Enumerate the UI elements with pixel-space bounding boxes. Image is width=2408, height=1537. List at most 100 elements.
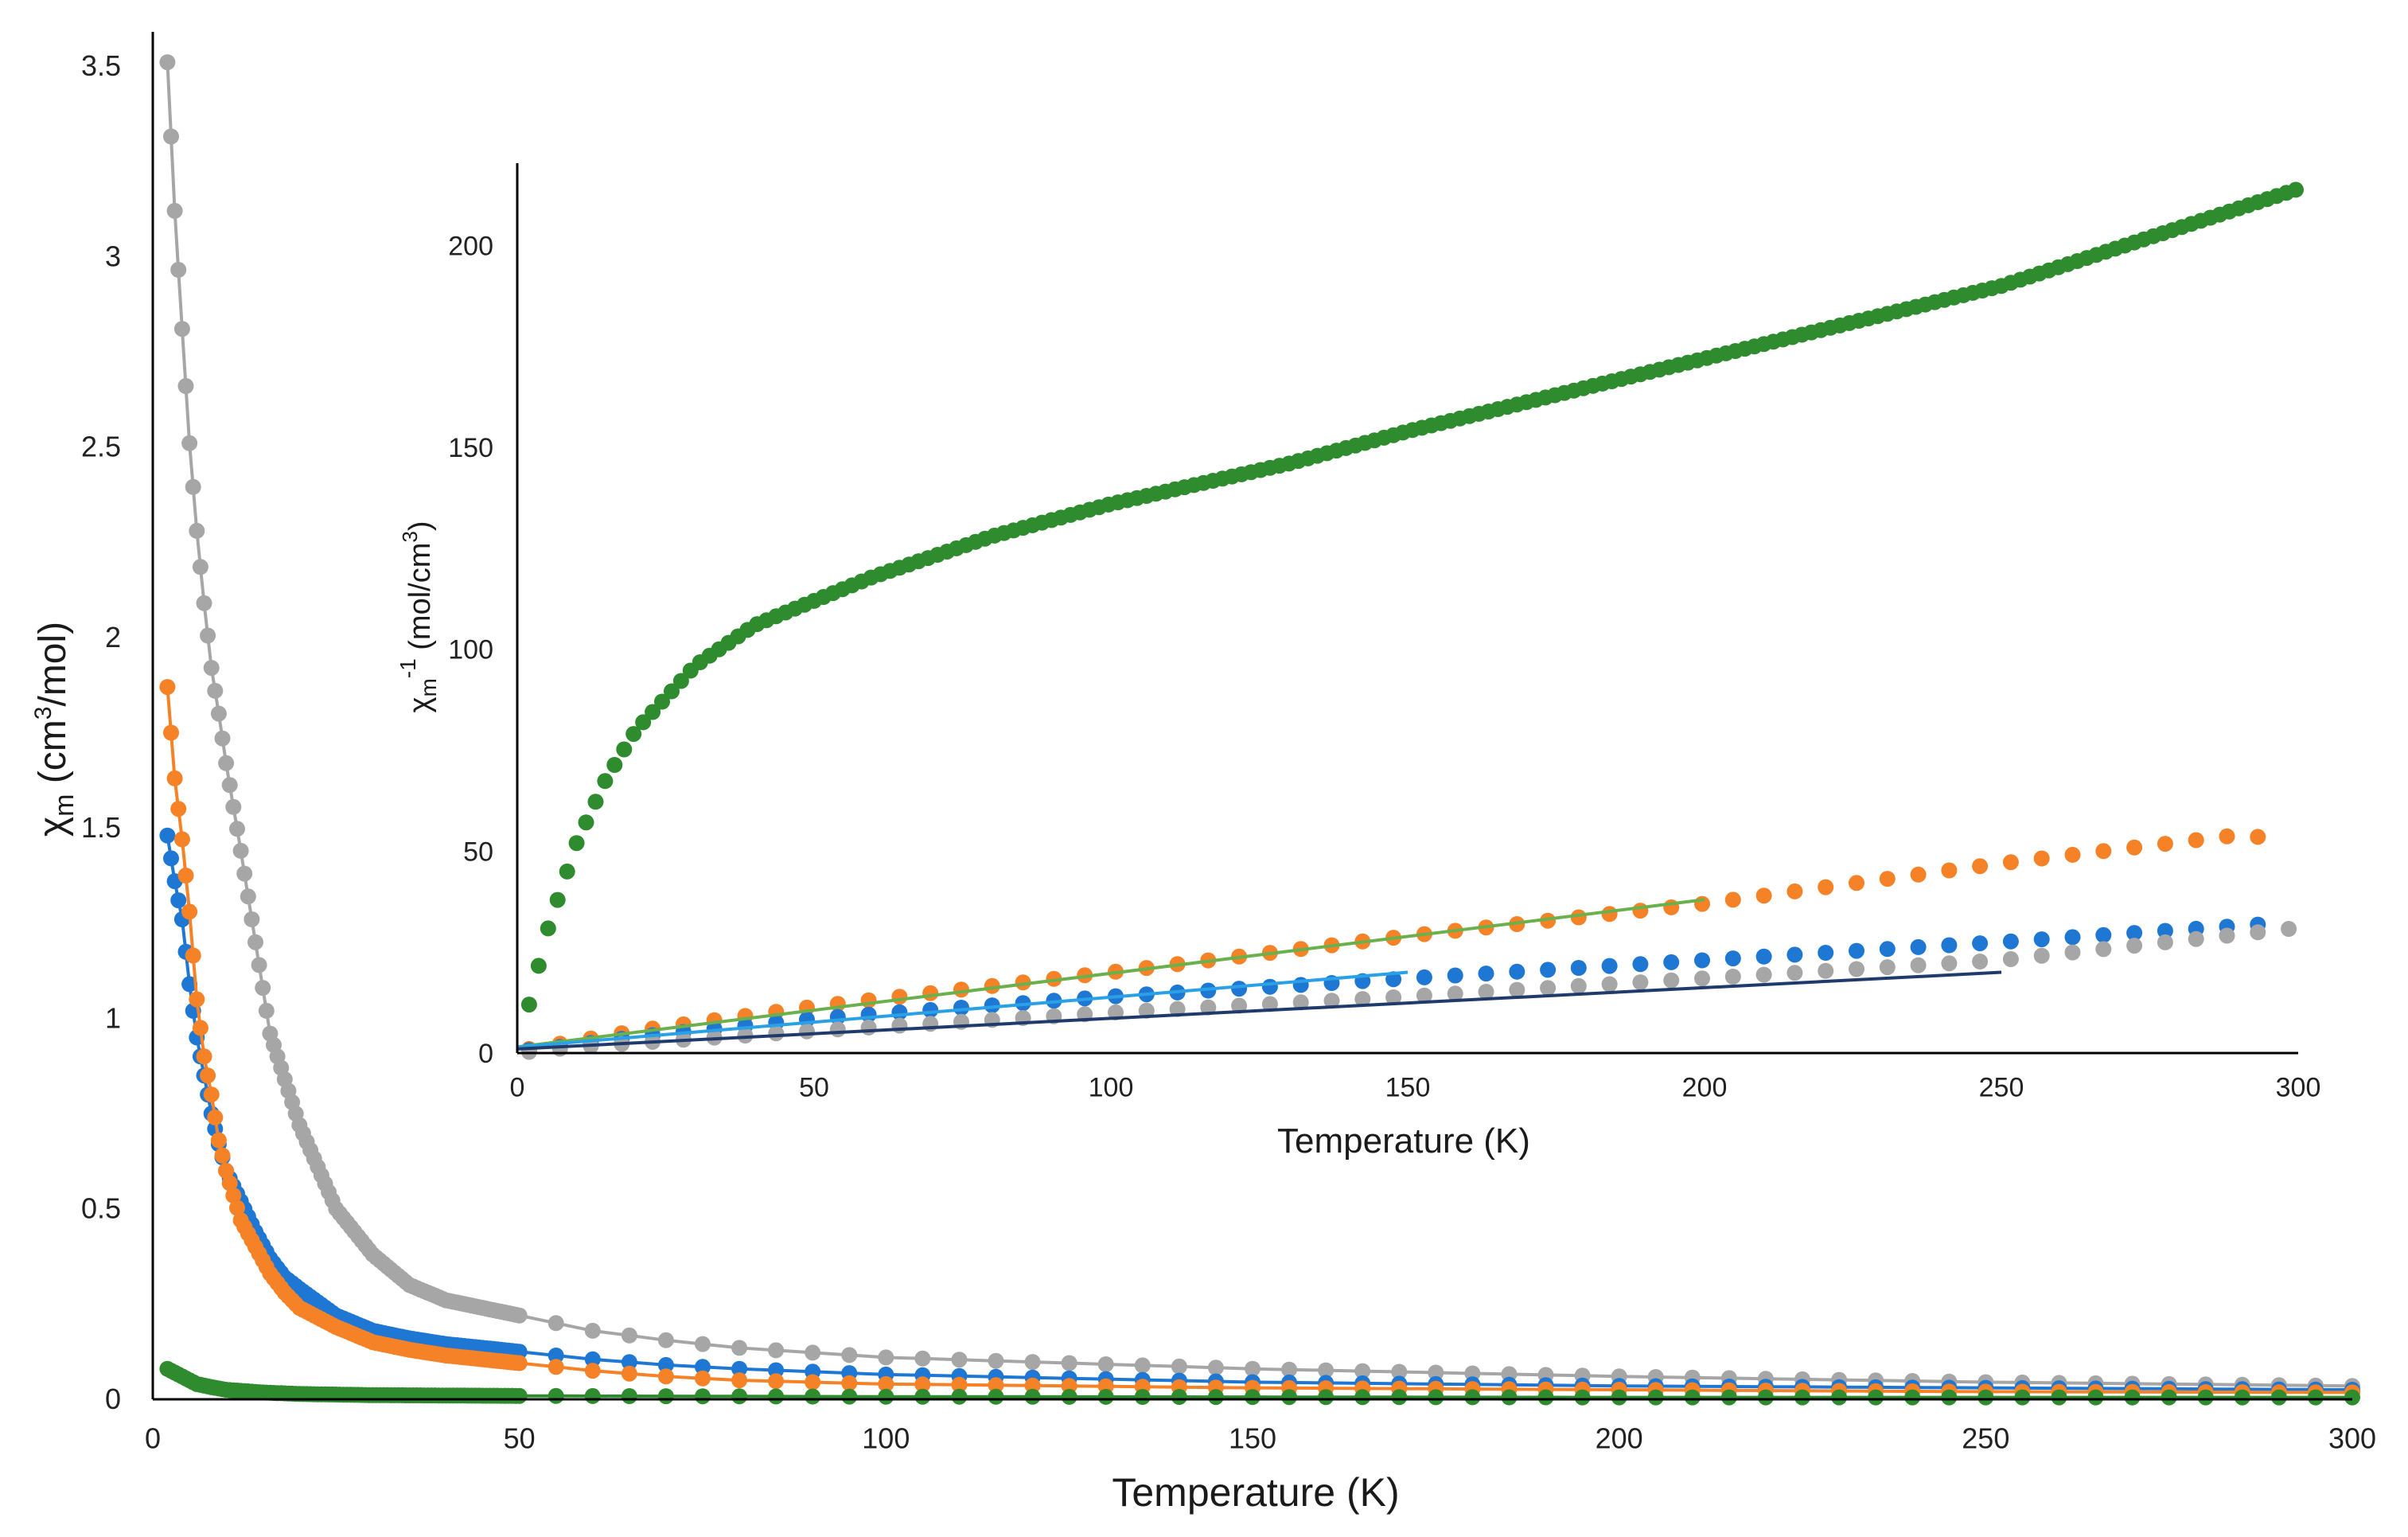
main-data-point-green <box>1720 1389 1737 1406</box>
inset-data-point-green <box>645 704 661 720</box>
inset-data-point-grey <box>1200 999 1217 1016</box>
main-data-point-grey <box>1464 1365 1481 1382</box>
inset-data-point-grey <box>1261 996 1278 1012</box>
main-data-point-grey <box>914 1350 931 1367</box>
main-data-point-grey <box>1281 1361 1298 1378</box>
main-x-tick-label: 150 <box>1229 1422 1276 1455</box>
main-data-point-orange <box>214 1147 231 1164</box>
inset-series-green <box>520 181 2304 1013</box>
inset-data-point-grey <box>2219 927 2235 944</box>
inset-data-point-grey <box>1879 959 1896 976</box>
main-data-point-grey <box>1428 1364 1444 1381</box>
inset-data-point-orange <box>1724 891 1741 908</box>
main-data-point-grey <box>805 1344 821 1361</box>
inset-data-point-green <box>587 794 604 810</box>
inset-x-tick-label: 250 <box>1979 1072 2024 1102</box>
inset-data-point-orange <box>1910 866 1927 883</box>
inset-data-point-orange <box>2250 829 2266 845</box>
main-x-axis-title: Temperature (K) <box>1112 1470 1399 1515</box>
main-data-point-orange <box>229 1200 245 1216</box>
inset-y-axis-title: χm-1 (mol/cm3) <box>395 521 441 713</box>
inset-y-tick-label: 150 <box>448 433 493 463</box>
main-y-tick-label: 3.5 <box>81 49 121 82</box>
inset-data-point-grey <box>1323 993 1340 1009</box>
main-data-point-orange <box>166 770 183 786</box>
inset-data-point-orange <box>1755 887 1772 904</box>
inset-data-point-grey <box>1169 1001 1186 1017</box>
main-y-tick-label: 0.5 <box>81 1192 121 1225</box>
main-data-point-grey <box>159 54 176 71</box>
inset-y-axis-title-sub: m <box>416 678 441 696</box>
inset-data-point-blue <box>1261 978 1278 995</box>
inset-data-point-orange <box>1632 903 1649 919</box>
inset-x-axis-title: Temperature (K) <box>1277 1122 1530 1161</box>
inset-data-point-blue <box>1601 958 1618 974</box>
main-data-point-orange <box>878 1375 894 1392</box>
main-data-point-grey <box>731 1340 748 1356</box>
main-data-point-green <box>2344 1389 2360 1406</box>
main-series-line-grey <box>166 62 2353 1388</box>
main-data-point-blue <box>731 1360 748 1377</box>
inset-data-point-grey <box>1416 987 1432 1004</box>
main-data-point-green <box>1354 1389 1371 1406</box>
main-x-tick-label: 50 <box>504 1422 536 1455</box>
inset-data-point-blue <box>1972 935 1989 952</box>
inset-data-point-green <box>540 920 556 937</box>
inset-data-point-grey <box>1694 970 1710 987</box>
inset-data-point-orange <box>2033 850 2050 867</box>
main-y-tick-label: 1 <box>105 1001 121 1034</box>
inset-data-point-orange <box>1787 883 1803 899</box>
inset-data-point-green <box>597 773 614 790</box>
main-data-point-green <box>2234 1389 2250 1406</box>
inset-data-point-green <box>625 726 642 743</box>
main-data-point-green <box>1428 1389 1444 1406</box>
inset-data-point-blue <box>1509 963 1525 980</box>
main-data-point-orange <box>695 1370 711 1387</box>
main-data-point-orange <box>203 1086 220 1103</box>
main-data-point-green <box>768 1388 785 1405</box>
main-data-point-green <box>695 1388 711 1405</box>
inset-chart: 0 50 100 150 200 250 300 0 50 100 150 200 Temperat… <box>395 163 2320 1161</box>
main-data-point-green <box>1574 1389 1591 1406</box>
inset-data-point-grey <box>1570 977 1587 994</box>
inset-data-point-blue <box>2157 923 2173 939</box>
main-data-point-orange <box>177 868 194 884</box>
inset-data-point-green <box>520 997 537 1013</box>
inset-data-point-green <box>664 683 680 700</box>
main-data-point-green <box>2051 1389 2067 1406</box>
main-data-point-green <box>1904 1389 1921 1406</box>
inset-data-point-grey <box>1385 989 1402 1005</box>
main-data-point-green <box>511 1387 528 1404</box>
inset-data-point-grey <box>1540 980 1557 997</box>
inset-data-point-blue <box>984 997 1000 1014</box>
main-data-point-grey <box>181 435 198 451</box>
inset-data-point-grey <box>1755 966 1772 983</box>
inset-data-point-grey <box>1663 972 1680 989</box>
main-data-point-orange <box>189 991 205 1008</box>
inset-data-point-grey <box>2095 941 2112 958</box>
main-data-point-grey <box>951 1352 968 1368</box>
inset-data-point-blue <box>922 1001 939 1018</box>
inset-data-point-grey <box>1849 961 1864 977</box>
main-data-point-grey <box>1097 1356 1114 1372</box>
main-y-axis-title-base: χ <box>32 817 74 837</box>
main-y-tick-label: 2.5 <box>81 431 121 463</box>
main-data-point-blue <box>163 850 179 867</box>
main-y-tick-label: 1.5 <box>81 811 121 844</box>
main-data-point-green <box>1684 1389 1701 1406</box>
inset-data-point-blue <box>1478 966 1494 982</box>
main-data-point-green <box>657 1388 674 1405</box>
inset-x-tick-labels: 0 50 100 150 200 250 300 <box>510 1072 2321 1102</box>
inset-data-point-orange <box>2188 832 2204 848</box>
inset-data-point-green <box>635 714 652 731</box>
inset-data-point-orange <box>1849 875 1864 891</box>
inset-data-point-grey <box>1509 981 1525 998</box>
main-data-point-orange <box>621 1365 637 1382</box>
main-data-point-orange <box>196 1048 212 1065</box>
inset-data-point-orange <box>2002 854 2019 871</box>
main-data-point-grey <box>218 755 235 771</box>
inset-data-point-orange <box>1818 879 1834 895</box>
main-data-point-orange <box>218 1162 235 1179</box>
main-data-point-orange <box>951 1376 968 1393</box>
main-data-point-green <box>914 1388 931 1405</box>
